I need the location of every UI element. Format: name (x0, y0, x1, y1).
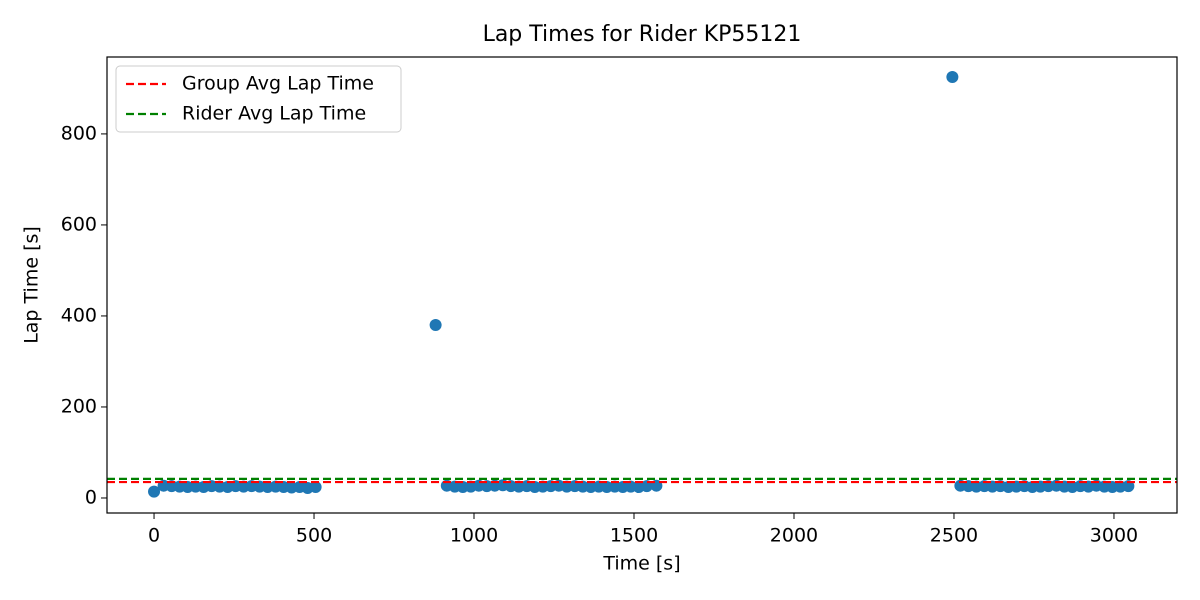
legend-label: Rider Avg Lap Time (182, 103, 366, 125)
x-tick-label: 1500 (610, 525, 658, 547)
x-tick-label: 3000 (1090, 525, 1138, 547)
plot-frame (106, 56, 1178, 514)
x-tick-label: 500 (296, 525, 332, 547)
x-tick-label: 2500 (930, 525, 978, 547)
y-tick-label: 400 (61, 304, 97, 326)
y-tick-label: 200 (61, 395, 97, 417)
y-axis-label: Lap Time [s] (21, 226, 43, 344)
x-tick-label: 0 (148, 525, 160, 547)
x-tick-label: 2000 (770, 525, 818, 547)
x-tick-label: 1000 (450, 525, 498, 547)
point (309, 481, 322, 494)
y-tick-label: 800 (61, 122, 97, 144)
point (429, 319, 442, 332)
x-axis-label: Time [s] (602, 553, 680, 575)
chart-title: Lap Times for Rider KP55121 (483, 22, 802, 47)
y-tick-label: 600 (61, 213, 97, 235)
y-tick-label: 0 (85, 486, 97, 508)
legend-box (115, 65, 402, 133)
legend-label: Group Avg Lap Time (182, 73, 374, 95)
point (946, 71, 959, 84)
point (148, 485, 161, 498)
